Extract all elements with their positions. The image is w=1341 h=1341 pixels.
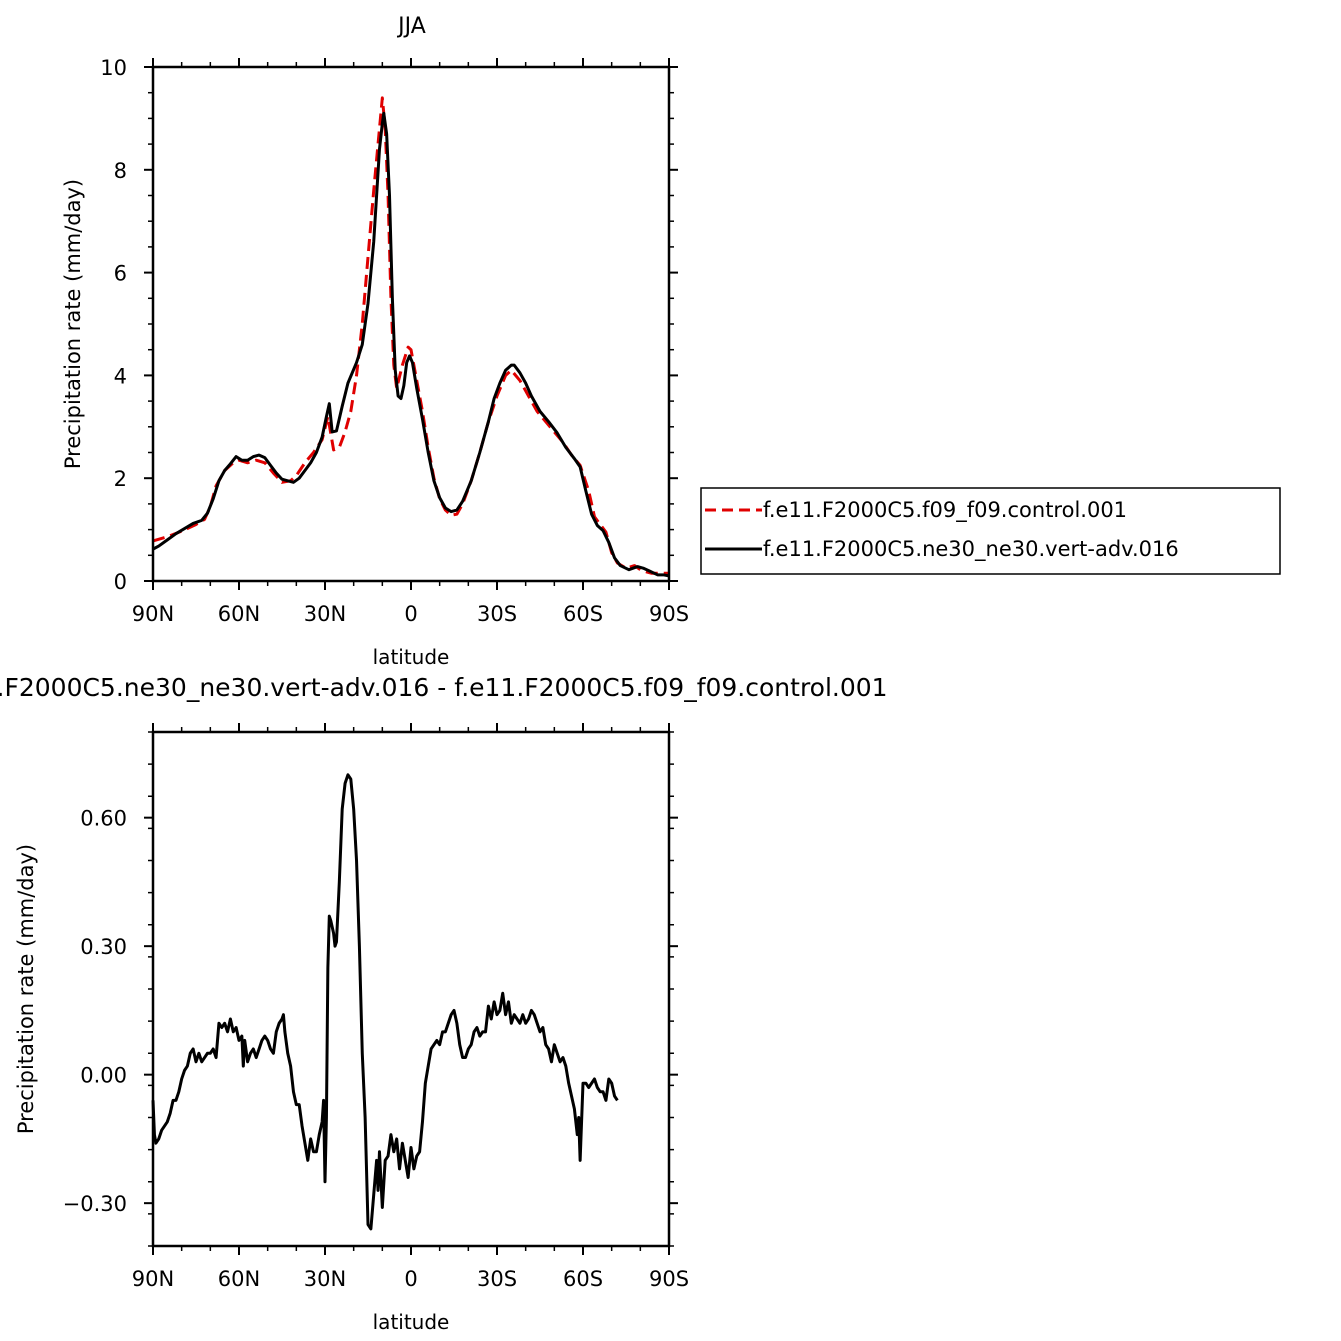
y-tick-label: 8: [114, 159, 127, 183]
y-axis-label: Precipitation rate (mm/day): [14, 844, 38, 1134]
y-tick-label: 4: [114, 364, 127, 388]
series-line-2: [152, 111, 670, 578]
x-tick-label: 30S: [477, 602, 517, 626]
legend-box: [700, 487, 1281, 575]
x-tick-label: 90N: [132, 1267, 174, 1291]
plot-frame: [151, 730, 671, 1248]
legend-label-control: f.e11.F2000C5.f09_f09.control.001: [763, 498, 1127, 523]
y-tick-label: 0.60: [80, 807, 127, 831]
series-lines: [151, 773, 619, 1231]
legend: f.e11.F2000C5.f09_f09.control.001 f.e11.…: [700, 487, 1281, 575]
x-tick-labels: 90N 60N 30N 0 30S 60S 90S: [132, 602, 689, 626]
x-tick-label: 90S: [649, 602, 689, 626]
legend-label-vert-adv: f.e11.F2000C5.ne30_ne30.vert-adv.016: [763, 537, 1179, 562]
chart-bottom-difference: f.e11.F2000C5.ne30_ne30.vert-adv.016 - f…: [0, 673, 888, 1334]
y-tick-label: 0.30: [80, 935, 127, 959]
axis-ticks: [144, 58, 678, 590]
x-axis-label: latitude: [373, 1310, 450, 1334]
x-tick-label: 0: [404, 602, 417, 626]
x-tick-label: 30S: [477, 1267, 517, 1291]
x-tick-label: 60S: [563, 1267, 603, 1291]
x-tick-label: 30N: [304, 602, 346, 626]
y-axis-label: Precipitation rate (mm/day): [61, 179, 85, 469]
chart-top-precipitation: JJA 0 2 4 6 8 10 90N 60N 30N 0 30S 60S 90S latitude…: [61, 14, 689, 669]
y-tick-label: 0.00: [80, 1064, 127, 1088]
x-tick-label: 90N: [132, 602, 174, 626]
x-axis-label: latitude: [373, 645, 450, 669]
y-tick-label: 0: [114, 570, 127, 594]
x-tick-labels: 90N 60N 30N 0 30S 60S 90S: [132, 1267, 689, 1291]
y-tick-label: 2: [114, 467, 127, 491]
series-line-1: [152, 96, 669, 575]
chart-title: f.e11.F2000C5.ne30_ne30.vert-adv.016 - f…: [0, 673, 888, 702]
y-tick-label: 6: [114, 262, 127, 286]
y-tick-label: 10: [100, 56, 127, 80]
x-tick-label: 60S: [563, 602, 603, 626]
x-tick-label: 0: [404, 1267, 417, 1291]
chart-title: JJA: [396, 14, 426, 39]
x-tick-label: 60N: [218, 1267, 260, 1291]
axis-ticks: [144, 723, 678, 1255]
x-tick-label: 30N: [304, 1267, 346, 1291]
x-tick-label: 90S: [649, 1267, 689, 1291]
y-tick-label: −0.30: [63, 1192, 127, 1216]
y-tick-labels: −0.30 0.00 0.30 0.60: [63, 807, 127, 1216]
series-lines: [152, 96, 670, 578]
x-tick-label: 60N: [218, 602, 260, 626]
plot-frame: [151, 65, 671, 583]
y-tick-labels: 0 2 4 6 8 10: [100, 56, 127, 594]
series-line-1: [151, 773, 619, 1231]
